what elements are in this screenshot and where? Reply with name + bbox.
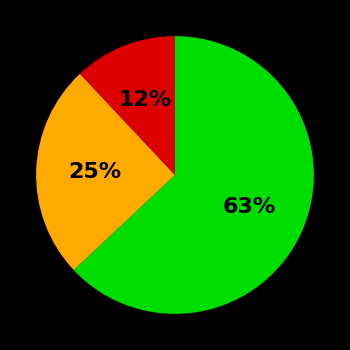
Wedge shape	[36, 74, 175, 270]
Wedge shape	[74, 36, 314, 314]
Text: 25%: 25%	[68, 162, 121, 182]
Text: 63%: 63%	[222, 197, 275, 217]
Text: 12%: 12%	[119, 90, 172, 110]
Wedge shape	[80, 36, 175, 175]
